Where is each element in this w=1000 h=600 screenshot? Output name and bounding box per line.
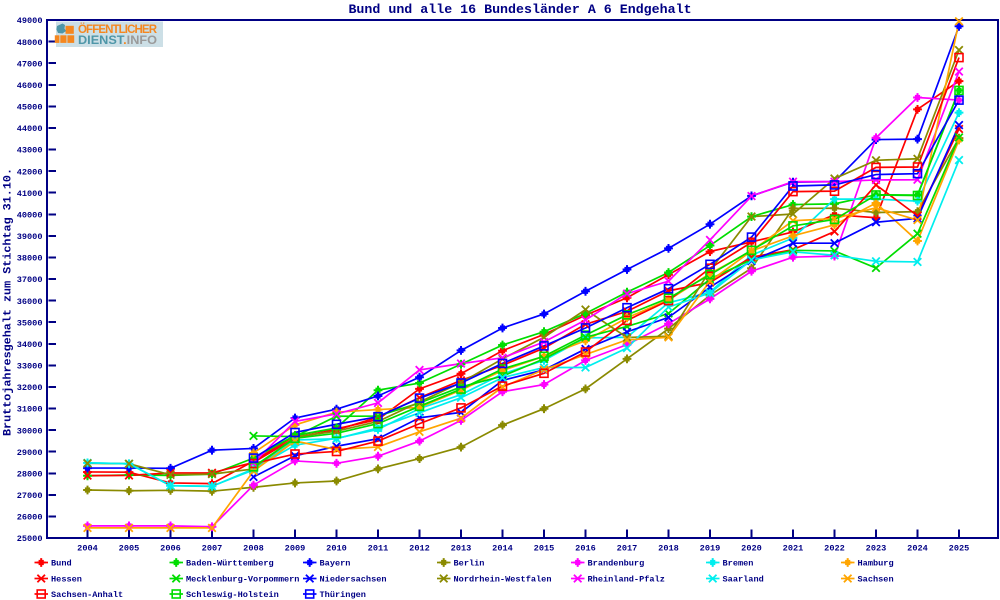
svg-text:Mecklenburg-Vorpommern: Mecklenburg-Vorpommern: [186, 575, 299, 585]
svg-text:Sachsen: Sachsen: [858, 575, 894, 585]
svg-text:46000: 46000: [17, 81, 43, 91]
svg-text:Bund und alle 16 Bundesländer: Bund und alle 16 Bundesländer A 6 Endgeh…: [348, 2, 691, 17]
svg-text:39000: 39000: [17, 232, 43, 242]
svg-text:Niedersachsen: Niedersachsen: [320, 575, 387, 585]
svg-text:2024: 2024: [907, 544, 928, 554]
svg-text:Baden-Württemberg: Baden-Württemberg: [186, 559, 274, 569]
svg-text:Berlin: Berlin: [454, 559, 485, 569]
svg-text:2018: 2018: [658, 544, 679, 554]
svg-text:41000: 41000: [17, 189, 43, 199]
svg-text:2011: 2011: [368, 544, 389, 554]
svg-text:2019: 2019: [700, 544, 721, 554]
svg-text:2021: 2021: [783, 544, 804, 554]
svg-text:47000: 47000: [17, 59, 43, 69]
svg-text:37000: 37000: [17, 275, 43, 285]
svg-text:2020: 2020: [741, 544, 762, 554]
svg-text:42000: 42000: [17, 167, 43, 177]
svg-text:49000: 49000: [17, 16, 43, 26]
svg-text:2009: 2009: [285, 544, 306, 554]
svg-text:30000: 30000: [17, 426, 43, 436]
svg-text:Thüringen: Thüringen: [320, 590, 366, 600]
svg-text:31000: 31000: [17, 405, 43, 415]
svg-text:2023: 2023: [866, 544, 887, 554]
svg-text:2017: 2017: [617, 544, 638, 554]
svg-text:2004: 2004: [77, 544, 98, 554]
svg-text:Nordrhein-Westfalen: Nordrhein-Westfalen: [454, 575, 552, 585]
svg-text:26000: 26000: [17, 513, 43, 523]
svg-text:33000: 33000: [17, 362, 43, 372]
svg-text:27000: 27000: [17, 491, 43, 501]
svg-text:36000: 36000: [17, 297, 43, 307]
svg-text:Bremen: Bremen: [723, 559, 754, 569]
svg-text:2008: 2008: [243, 544, 264, 554]
svg-text:38000: 38000: [17, 254, 43, 264]
svg-text:2012: 2012: [409, 544, 430, 554]
svg-text:2006: 2006: [160, 544, 181, 554]
svg-text:40000: 40000: [17, 210, 43, 220]
svg-text:2010: 2010: [326, 544, 347, 554]
svg-text:34000: 34000: [17, 340, 43, 350]
svg-text:44000: 44000: [17, 124, 43, 134]
svg-text:2016: 2016: [575, 544, 596, 554]
svg-text:Sachsen-Anhalt: Sachsen-Anhalt: [51, 590, 123, 600]
svg-text:Schleswig-Holstein: Schleswig-Holstein: [186, 590, 279, 600]
svg-text:2015: 2015: [534, 544, 555, 554]
svg-text:Saarland: Saarland: [723, 575, 764, 585]
svg-text:Bund: Bund: [51, 559, 72, 569]
svg-text:25000: 25000: [17, 534, 43, 544]
svg-text:Bruttojahresgehalt zum Stichta: Bruttojahresgehalt zum Stichtag 31.10.: [3, 168, 15, 436]
svg-text:2022: 2022: [824, 544, 845, 554]
svg-text:45000: 45000: [17, 103, 43, 113]
svg-text:ÖFFENTLICHER: ÖFFENTLICHER: [78, 23, 158, 36]
svg-text:DIENST.INFO: DIENST .INFO: [78, 35, 157, 47]
svg-text:Hamburg: Hamburg: [858, 559, 894, 569]
svg-text:2007: 2007: [202, 544, 223, 554]
svg-text:Brandenburg: Brandenburg: [588, 559, 645, 569]
svg-text:2014: 2014: [492, 544, 513, 554]
svg-text:Bayern: Bayern: [320, 559, 351, 569]
svg-text:Hessen: Hessen: [51, 575, 82, 585]
svg-text:2005: 2005: [119, 544, 140, 554]
svg-text:2013: 2013: [451, 544, 472, 554]
svg-text:29000: 29000: [17, 448, 43, 458]
svg-text:48000: 48000: [17, 38, 43, 48]
svg-text:28000: 28000: [17, 469, 43, 479]
svg-text:43000: 43000: [17, 146, 43, 156]
svg-text:35000: 35000: [17, 318, 43, 328]
svg-text:2025: 2025: [949, 544, 970, 554]
svg-text:Rheinland-Pfalz: Rheinland-Pfalz: [588, 575, 665, 585]
svg-text:32000: 32000: [17, 383, 43, 393]
